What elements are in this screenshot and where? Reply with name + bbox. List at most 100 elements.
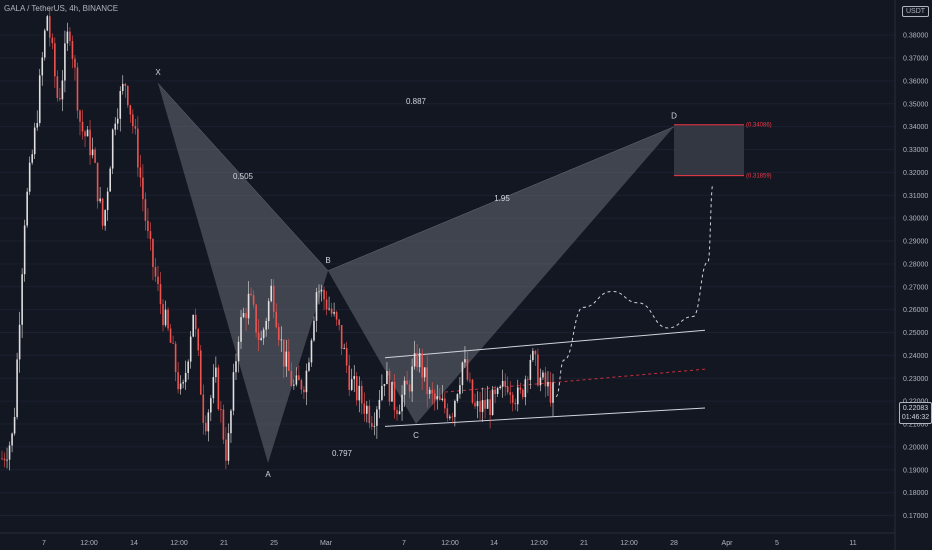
candle-body bbox=[501, 380, 504, 387]
candle-body bbox=[461, 362, 464, 386]
currency-unit-badge[interactable]: USDT bbox=[902, 6, 930, 17]
candle-body bbox=[18, 324, 21, 360]
price-tick-label: 0.34000 bbox=[903, 124, 928, 131]
candle-body bbox=[54, 43, 56, 77]
candle-body bbox=[358, 385, 361, 401]
candle-body bbox=[532, 350, 534, 360]
candle-body bbox=[41, 57, 44, 76]
target-zone: (0.34086) (0.31859) bbox=[674, 123, 772, 180]
candle-body bbox=[277, 327, 280, 341]
candle-body bbox=[343, 347, 345, 349]
candle-body bbox=[537, 354, 539, 386]
candle-body bbox=[177, 372, 179, 390]
candle-body bbox=[408, 384, 411, 392]
candle-body bbox=[295, 375, 298, 385]
candle-body bbox=[338, 319, 340, 325]
candle-body bbox=[139, 167, 142, 178]
candle-body bbox=[154, 266, 157, 277]
candle-body bbox=[298, 375, 300, 381]
candle-body bbox=[431, 389, 434, 394]
candle-body bbox=[522, 389, 524, 398]
candle-body bbox=[46, 16, 49, 31]
candle-body bbox=[101, 198, 104, 226]
candle-body bbox=[1, 458, 3, 460]
candle-body bbox=[51, 37, 54, 44]
candle-body bbox=[86, 129, 89, 137]
candle-body bbox=[519, 387, 522, 390]
time-axis[interactable]: 7 12:00 14 12:00 21 25 Mar 7 12:00 14 12:00 21 12:00… bbox=[42, 540, 857, 547]
candle-body bbox=[318, 291, 320, 293]
candle-body bbox=[119, 90, 122, 119]
candle-body bbox=[202, 394, 205, 423]
pattern-point-d: D bbox=[671, 112, 677, 121]
candle-body bbox=[91, 149, 94, 156]
price-tick-label: 0.17000 bbox=[903, 513, 928, 520]
candle-body bbox=[207, 412, 210, 432]
pattern-ratio-label: 1.95 bbox=[494, 194, 510, 203]
candle-body bbox=[539, 377, 542, 386]
candle-body bbox=[355, 376, 358, 401]
candle-body bbox=[285, 351, 288, 367]
candle-body bbox=[320, 289, 323, 292]
candle-body bbox=[187, 361, 189, 373]
candle-body bbox=[378, 399, 381, 410]
candle-body bbox=[235, 361, 237, 373]
target-zone-box bbox=[674, 124, 744, 176]
candle-body bbox=[406, 380, 408, 385]
time-tick-label: 12:00 bbox=[530, 540, 548, 547]
candle-body bbox=[325, 299, 328, 310]
candle-body bbox=[79, 110, 81, 122]
candle-body bbox=[167, 309, 169, 329]
candle-body bbox=[345, 347, 348, 366]
candle-body bbox=[21, 274, 23, 325]
candle-body bbox=[348, 365, 351, 390]
target-upper-label: (0.34086) bbox=[746, 123, 772, 129]
candle-body bbox=[436, 396, 439, 400]
price-tick-label: 0.32000 bbox=[903, 170, 928, 177]
price-tick-label: 0.33000 bbox=[903, 147, 928, 154]
price-channel bbox=[384, 329, 706, 427]
candle-body bbox=[383, 384, 386, 386]
candle-body bbox=[111, 129, 114, 169]
time-tick-label: 12:00 bbox=[620, 540, 638, 547]
candle-body bbox=[126, 86, 129, 106]
candle-body bbox=[426, 367, 429, 394]
pattern-point-a: A bbox=[265, 470, 271, 479]
projection-curve bbox=[555, 183, 714, 398]
pattern-ratio-label: 0.797 bbox=[332, 449, 353, 458]
candle-body bbox=[69, 31, 71, 42]
candle-body bbox=[411, 366, 413, 392]
candle-body bbox=[66, 31, 69, 44]
candle-body bbox=[534, 350, 537, 355]
candle-body bbox=[124, 83, 127, 87]
candle-body bbox=[552, 382, 554, 403]
candle-body bbox=[31, 154, 33, 163]
candle-body bbox=[104, 210, 106, 226]
candle-body bbox=[489, 399, 491, 415]
candle-body bbox=[132, 114, 134, 127]
price-tick-label: 0.31000 bbox=[903, 193, 928, 200]
time-tick-label: Apr bbox=[722, 540, 734, 547]
candle-body bbox=[237, 341, 240, 362]
pattern-triangle-xab bbox=[158, 83, 328, 463]
candle-body bbox=[446, 408, 449, 419]
candle-body bbox=[36, 123, 39, 128]
candle-body bbox=[549, 381, 552, 403]
candle-body bbox=[16, 359, 18, 417]
candle-body bbox=[157, 276, 159, 285]
time-tick-label: 12:00 bbox=[441, 540, 459, 547]
candle-body bbox=[179, 383, 182, 390]
candle-body bbox=[433, 393, 436, 400]
candle-body bbox=[313, 320, 315, 341]
symbol-title[interactable]: GALA / TetherUS, 4h, BINANCE bbox=[4, 4, 119, 13]
candle-body bbox=[386, 371, 388, 385]
candle-body bbox=[220, 409, 222, 410]
price-axis[interactable]: 0.17000 0.18000 0.19000 0.20000 0.21000 0.220… bbox=[903, 33, 928, 520]
price-tick-label: 0.26000 bbox=[903, 307, 928, 314]
candle-body bbox=[84, 131, 86, 137]
channel-lower-line bbox=[384, 407, 706, 427]
candle-body bbox=[147, 220, 149, 232]
candle-body bbox=[494, 389, 496, 395]
pattern-point-c: C bbox=[413, 431, 419, 440]
